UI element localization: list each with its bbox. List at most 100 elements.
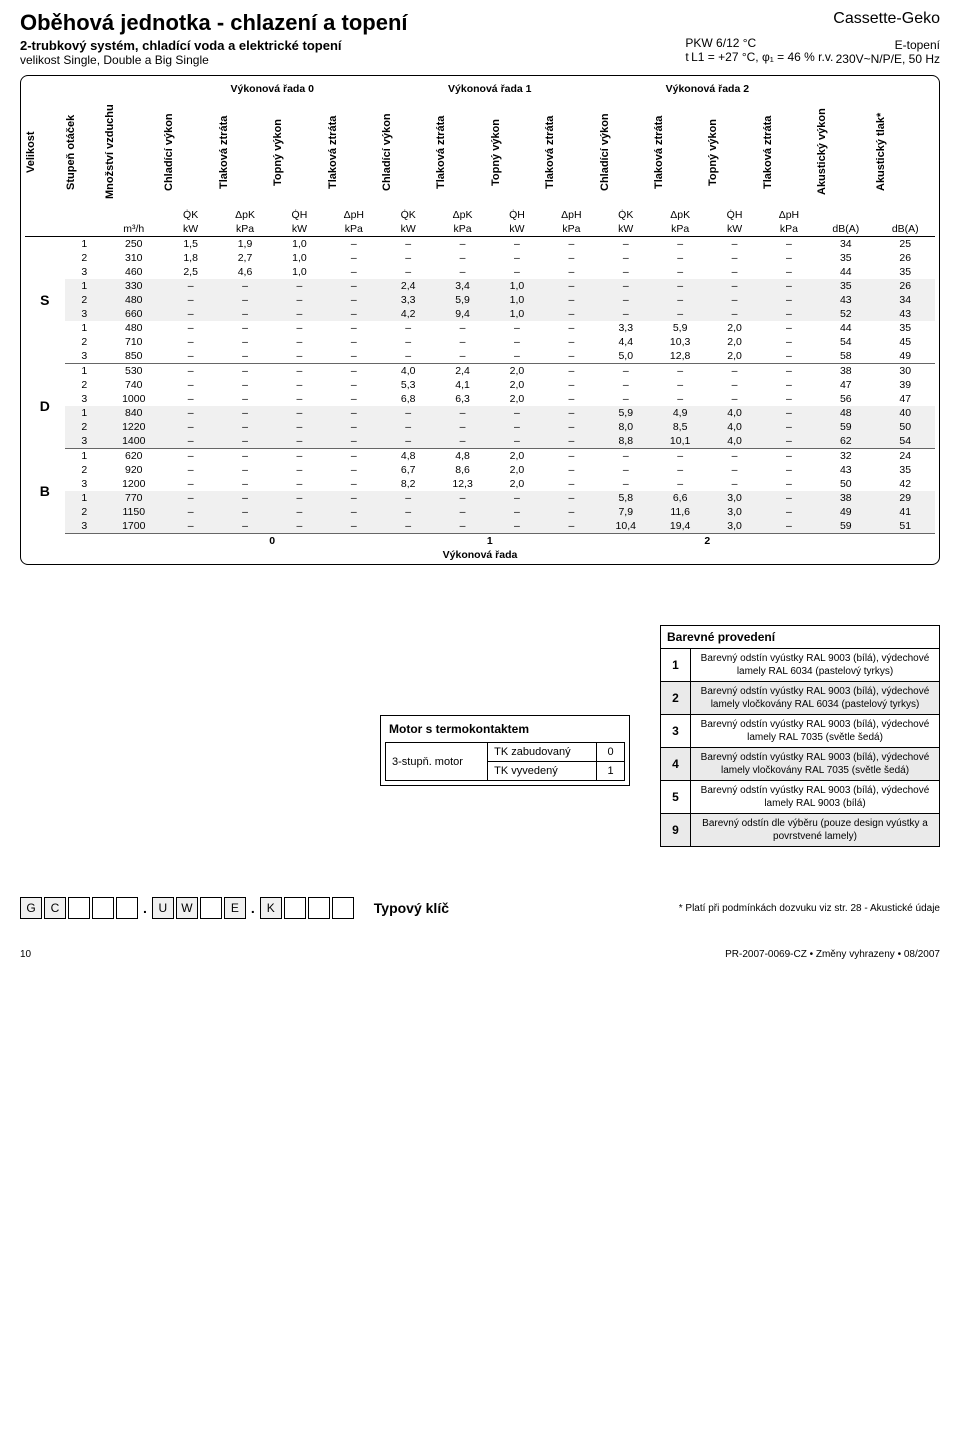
key-dot: . bbox=[248, 900, 258, 916]
cell: 8,2 bbox=[381, 477, 435, 491]
cell: 1 bbox=[65, 364, 105, 379]
cell: – bbox=[163, 505, 217, 519]
cell: – bbox=[707, 463, 761, 477]
cell: – bbox=[435, 406, 489, 420]
cell: – bbox=[327, 237, 381, 252]
cell: – bbox=[653, 449, 707, 464]
cell: 2,0 bbox=[490, 463, 544, 477]
table-row: 3850––––––––5,012,82,0–5849 bbox=[25, 349, 935, 364]
type-key-label: Typový klíč bbox=[374, 900, 449, 916]
cell: – bbox=[544, 251, 598, 265]
cell: – bbox=[327, 392, 381, 406]
table-row: 31000––––6,86,32,0–––––5647 bbox=[25, 392, 935, 406]
col-header-3: Chladící výkon bbox=[163, 97, 175, 207]
sym-14: ΔpH bbox=[762, 208, 816, 222]
table-row: 1330––––2,43,41,0–––––3526 bbox=[25, 279, 935, 293]
cell: – bbox=[599, 307, 653, 321]
cell: – bbox=[218, 406, 272, 420]
cell: – bbox=[381, 434, 435, 449]
cell: 2,5 bbox=[163, 265, 217, 279]
col-header-10: Tlaková ztráta bbox=[544, 97, 556, 207]
cell: – bbox=[381, 335, 435, 349]
size-cell-S: S bbox=[25, 237, 65, 364]
cell: – bbox=[435, 265, 489, 279]
group-head-1: Výkonová řada 1 bbox=[381, 82, 599, 96]
cond-line-1: PKW 6/12 °C bbox=[685, 36, 833, 50]
cell: 1 bbox=[65, 449, 105, 464]
unit-1 bbox=[65, 222, 105, 237]
cell: 3,0 bbox=[707, 491, 761, 505]
color-desc: Barevný odstín vyústky RAL 9003 (bílá), … bbox=[691, 682, 939, 714]
volt-label: 230V~N/P/E, 50 Hz bbox=[833, 52, 940, 66]
key-box-12 bbox=[284, 897, 306, 919]
cell: – bbox=[544, 293, 598, 307]
bottom-bar: GC.UWE.K Typový klíč * Platí při podmínk… bbox=[20, 897, 940, 919]
table-row: 2480––––3,35,91,0–––––4334 bbox=[25, 293, 935, 307]
cell: – bbox=[762, 463, 816, 477]
cell: – bbox=[490, 406, 544, 420]
cell: – bbox=[544, 364, 598, 379]
cell: – bbox=[218, 505, 272, 519]
cell: – bbox=[381, 349, 435, 364]
cell: – bbox=[272, 519, 326, 534]
cell: – bbox=[272, 349, 326, 364]
cell: 8,5 bbox=[653, 420, 707, 434]
col-header-12: Tlaková ztráta bbox=[653, 97, 665, 207]
cell: 45 bbox=[875, 335, 935, 349]
cell: 920 bbox=[104, 463, 163, 477]
cell: – bbox=[762, 321, 816, 335]
cell: 11,6 bbox=[653, 505, 707, 519]
table-row: 21220––––––––8,08,54,0–5950 bbox=[25, 420, 935, 434]
cell: – bbox=[490, 265, 544, 279]
col-header-0: Velikost bbox=[25, 97, 37, 207]
cell: 41 bbox=[875, 505, 935, 519]
sym-11: Q̇K bbox=[599, 208, 653, 222]
key-dot: . bbox=[140, 900, 150, 916]
cell: – bbox=[272, 293, 326, 307]
cell: 44 bbox=[816, 265, 875, 279]
cell: – bbox=[653, 463, 707, 477]
key-box-8 bbox=[200, 897, 222, 919]
cell: 7,9 bbox=[599, 505, 653, 519]
cell: 26 bbox=[875, 279, 935, 293]
cell: – bbox=[435, 519, 489, 534]
cell: 330 bbox=[104, 279, 163, 293]
cell: – bbox=[327, 321, 381, 335]
cell: – bbox=[272, 505, 326, 519]
size-cell-B: B bbox=[25, 449, 65, 534]
spec-table: Výkonová řada 0 Výkonová řada 1 Výkonová… bbox=[25, 82, 935, 562]
cell: – bbox=[218, 293, 272, 307]
cell: 1,8 bbox=[163, 251, 217, 265]
cell: 2,7 bbox=[218, 251, 272, 265]
cell: – bbox=[599, 293, 653, 307]
cell: – bbox=[544, 434, 598, 449]
cell: – bbox=[599, 449, 653, 464]
key-box-4 bbox=[116, 897, 138, 919]
cell: – bbox=[218, 420, 272, 434]
key-box-11: K bbox=[260, 897, 282, 919]
sym-1 bbox=[65, 208, 105, 222]
sym-16 bbox=[875, 208, 935, 222]
cell: 38 bbox=[816, 491, 875, 505]
cond-line-2: t L1 = +27 °C, φ₁ = 46 % r.v. bbox=[685, 50, 833, 64]
cell: 42 bbox=[875, 477, 935, 491]
color-row-5: 5Barevný odstín vyústky RAL 9003 (bílá),… bbox=[661, 780, 939, 813]
cell: – bbox=[762, 449, 816, 464]
legend-wrap: Motor s termokontaktem 3-stupň. motor TK… bbox=[20, 625, 940, 847]
table-row: 1770––––––––5,86,63,0–3829 bbox=[25, 491, 935, 505]
cell: – bbox=[762, 491, 816, 505]
cell: 6,8 bbox=[381, 392, 435, 406]
sym-2 bbox=[104, 208, 163, 222]
cell: – bbox=[762, 519, 816, 534]
cell: – bbox=[218, 392, 272, 406]
cell: – bbox=[544, 449, 598, 464]
cell: 10,4 bbox=[599, 519, 653, 534]
cell: 1,0 bbox=[490, 307, 544, 321]
unit-10: kPa bbox=[544, 222, 598, 237]
cell: – bbox=[381, 265, 435, 279]
cell: – bbox=[762, 237, 816, 252]
cell: 59 bbox=[816, 420, 875, 434]
cell: 1000 bbox=[104, 392, 163, 406]
cell: – bbox=[707, 251, 761, 265]
cell: – bbox=[544, 519, 598, 534]
